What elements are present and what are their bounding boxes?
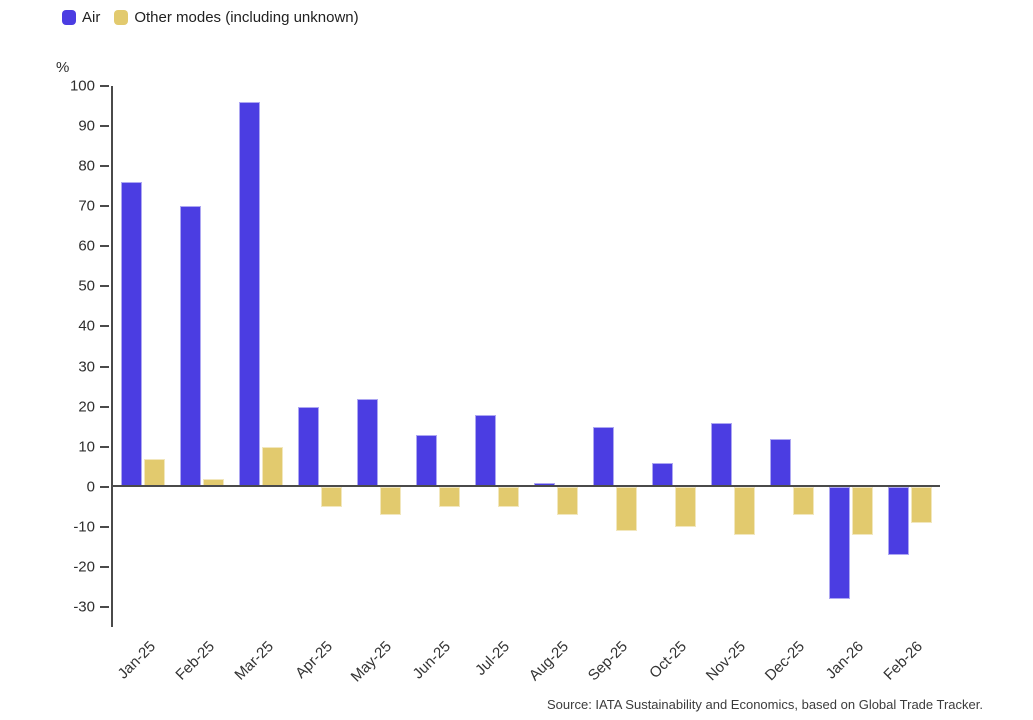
bar-other-modes-including-unknown-mar-25 bbox=[261, 446, 283, 487]
y-tick-mark bbox=[100, 365, 109, 368]
bar-air-oct-25 bbox=[652, 462, 674, 487]
x-tick-label-apr-25: Apr-25 bbox=[291, 638, 336, 682]
y-tick-mark bbox=[100, 525, 109, 528]
bar-air-feb-26 bbox=[888, 486, 910, 555]
y-tick-label: 100 bbox=[69, 77, 95, 95]
y-tick-label: -20 bbox=[73, 558, 95, 576]
y-tick-label: 10 bbox=[78, 438, 95, 456]
bar-other-modes-including-unknown-jul-25 bbox=[497, 486, 519, 507]
bar-other-modes-including-unknown-jan-25 bbox=[143, 458, 165, 487]
bar-other-modes-including-unknown-oct-25 bbox=[675, 486, 697, 527]
y-tick-mark bbox=[100, 285, 109, 288]
zero-baseline bbox=[113, 485, 940, 487]
y-tick-mark bbox=[100, 605, 109, 608]
bar-other-modes-including-unknown-jun-25 bbox=[438, 486, 460, 507]
y-tick-label: 50 bbox=[78, 277, 95, 295]
y-tick-label: 90 bbox=[78, 117, 95, 135]
chart-legend: Air Other modes (including unknown) bbox=[62, 9, 359, 26]
bar-air-sep-25 bbox=[593, 426, 615, 487]
y-tick-mark bbox=[100, 405, 109, 408]
x-tick-label-feb-25: Feb-25 bbox=[171, 638, 218, 684]
bar-air-jul-25 bbox=[474, 414, 496, 487]
legend-swatch-icon bbox=[62, 10, 76, 25]
y-tick-label: 40 bbox=[78, 317, 95, 335]
x-tick-label-jul-25: Jul-25 bbox=[472, 638, 513, 679]
x-tick-label-oct-25: Oct-25 bbox=[646, 638, 691, 682]
y-tick-label: -10 bbox=[73, 518, 95, 536]
y-tick-label: 80 bbox=[78, 157, 95, 175]
y-tick-mark bbox=[100, 245, 109, 248]
y-tick-mark bbox=[100, 325, 109, 328]
bar-other-modes-including-unknown-may-25 bbox=[379, 486, 401, 515]
y-axis-line bbox=[111, 86, 113, 627]
y-tick-mark bbox=[100, 205, 109, 208]
y-tick-mark bbox=[100, 85, 109, 87]
legend-swatch-icon bbox=[114, 10, 129, 25]
bar-air-jan-25 bbox=[120, 182, 142, 487]
y-tick-label: 70 bbox=[78, 197, 95, 215]
bar-other-modes-including-unknown-aug-25 bbox=[557, 486, 579, 515]
y-tick-label: 0 bbox=[86, 478, 95, 496]
x-tick-label-jan-25: Jan-25 bbox=[114, 638, 159, 683]
bar-other-modes-including-unknown-dec-25 bbox=[793, 486, 815, 515]
bar-air-may-25 bbox=[356, 398, 378, 487]
y-tick-label: 60 bbox=[78, 237, 95, 255]
bar-other-modes-including-unknown-apr-25 bbox=[320, 486, 342, 507]
legend-item-0: Air bbox=[62, 9, 100, 26]
legend-label: Other modes (including unknown) bbox=[134, 9, 359, 26]
bar-air-jun-25 bbox=[415, 434, 437, 487]
bar-air-apr-25 bbox=[297, 406, 319, 487]
x-tick-label-dec-25: Dec-25 bbox=[762, 638, 809, 685]
x-tick-label-feb-26: Feb-26 bbox=[880, 638, 927, 684]
legend-label: Air bbox=[82, 9, 101, 26]
bar-air-mar-25 bbox=[238, 102, 260, 487]
x-tick-label-jun-25: Jun-25 bbox=[409, 638, 454, 683]
y-tick-label: 20 bbox=[78, 398, 95, 416]
y-axis-unit-label: % bbox=[56, 59, 70, 76]
y-tick-label: 30 bbox=[78, 358, 95, 376]
bar-other-modes-including-unknown-feb-26 bbox=[911, 486, 933, 523]
source-note: Source: IATA Sustainability and Economic… bbox=[547, 697, 983, 712]
x-tick-label-aug-25: Aug-25 bbox=[525, 638, 573, 685]
bar-air-jan-26 bbox=[829, 486, 851, 599]
y-tick-mark bbox=[100, 165, 109, 168]
x-tick-label-nov-25: Nov-25 bbox=[703, 638, 750, 685]
x-tick-label-sep-25: Sep-25 bbox=[584, 638, 632, 685]
bar-other-modes-including-unknown-jan-26 bbox=[852, 486, 874, 535]
bar-air-feb-25 bbox=[179, 206, 201, 487]
bar-air-dec-25 bbox=[770, 438, 792, 487]
x-tick-label-jan-26: Jan-26 bbox=[822, 638, 868, 683]
legend-item-1: Other modes (including unknown) bbox=[114, 9, 359, 26]
y-tick-mark bbox=[100, 485, 109, 488]
y-tick-mark bbox=[100, 565, 109, 568]
y-tick-mark bbox=[100, 445, 109, 448]
bar-air-nov-25 bbox=[711, 422, 733, 487]
bar-other-modes-including-unknown-nov-25 bbox=[734, 486, 756, 535]
x-tick-label-may-25: May-25 bbox=[347, 638, 395, 686]
y-tick-mark bbox=[100, 125, 109, 128]
y-tick-label: -30 bbox=[73, 598, 95, 616]
bar-other-modes-including-unknown-sep-25 bbox=[616, 486, 638, 531]
x-tick-label-mar-25: Mar-25 bbox=[231, 638, 277, 684]
